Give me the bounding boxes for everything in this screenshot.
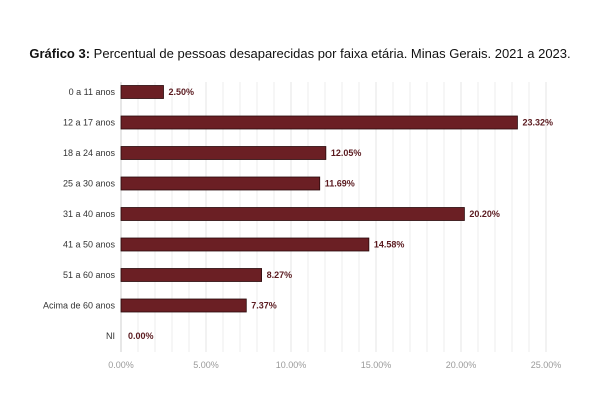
- category-label: 12 a 17 anos: [63, 118, 116, 128]
- x-tick-label: 15.00%: [361, 360, 392, 370]
- data-label: 23.32%: [522, 118, 553, 128]
- category-label: 41 a 50 anos: [63, 240, 116, 250]
- bar: [120, 176, 321, 191]
- x-tick-label: 10.00%: [276, 360, 307, 370]
- category-label: 51 a 60 anos: [63, 270, 116, 280]
- category-labels: 0 a 11 anos 12 a 17 anos 18 a 24 anos 25 a …: [43, 87, 116, 341]
- data-label: 8.27%: [267, 270, 293, 280]
- data-label: 12.05%: [331, 148, 362, 158]
- bar: [120, 237, 370, 252]
- data-label: 11.69%: [325, 179, 355, 189]
- x-tick-label: 0.00%: [108, 360, 134, 370]
- x-tick-labels: 0.00% 5.00% 10.00% 15.00% 20.00% 25.00%: [108, 360, 561, 370]
- bars: [120, 85, 518, 313]
- chart-title: Gráfico 3: Percentual de pessoas desapar…: [0, 46, 600, 61]
- bar: [120, 207, 465, 221]
- x-tick-label: 20.00%: [446, 360, 477, 370]
- data-label: 20.20%: [469, 209, 500, 219]
- category-label: 0 a 11 anos: [69, 87, 116, 97]
- bar: [120, 115, 518, 130]
- category-label: 25 a 30 anos: [63, 179, 116, 189]
- category-label: NI: [106, 331, 115, 341]
- chart-title-prefix: Gráfico 3:: [29, 46, 91, 61]
- bar: [120, 85, 164, 99]
- bar: [120, 298, 247, 313]
- category-label: 31 a 40 anos: [63, 209, 116, 219]
- data-label: 14.58%: [374, 240, 405, 250]
- data-label: 2.50%: [169, 87, 195, 97]
- category-label: 18 a 24 anos: [63, 148, 116, 158]
- data-label: 7.37%: [251, 301, 277, 311]
- data-label: 0.00%: [128, 331, 154, 341]
- category-label: Acima de 60 anos: [43, 301, 116, 311]
- bar: [120, 268, 262, 282]
- chart-title-text: Percentual de pessoas desaparecidas por …: [93, 46, 571, 61]
- bar: [120, 146, 327, 160]
- data-labels: 2.50% 23.32% 12.05% 11.69% 20.20% 14.58% 8.27%…: [128, 87, 553, 341]
- x-tick-label: 5.00%: [193, 360, 219, 370]
- x-tick-label: 25.00%: [531, 360, 562, 370]
